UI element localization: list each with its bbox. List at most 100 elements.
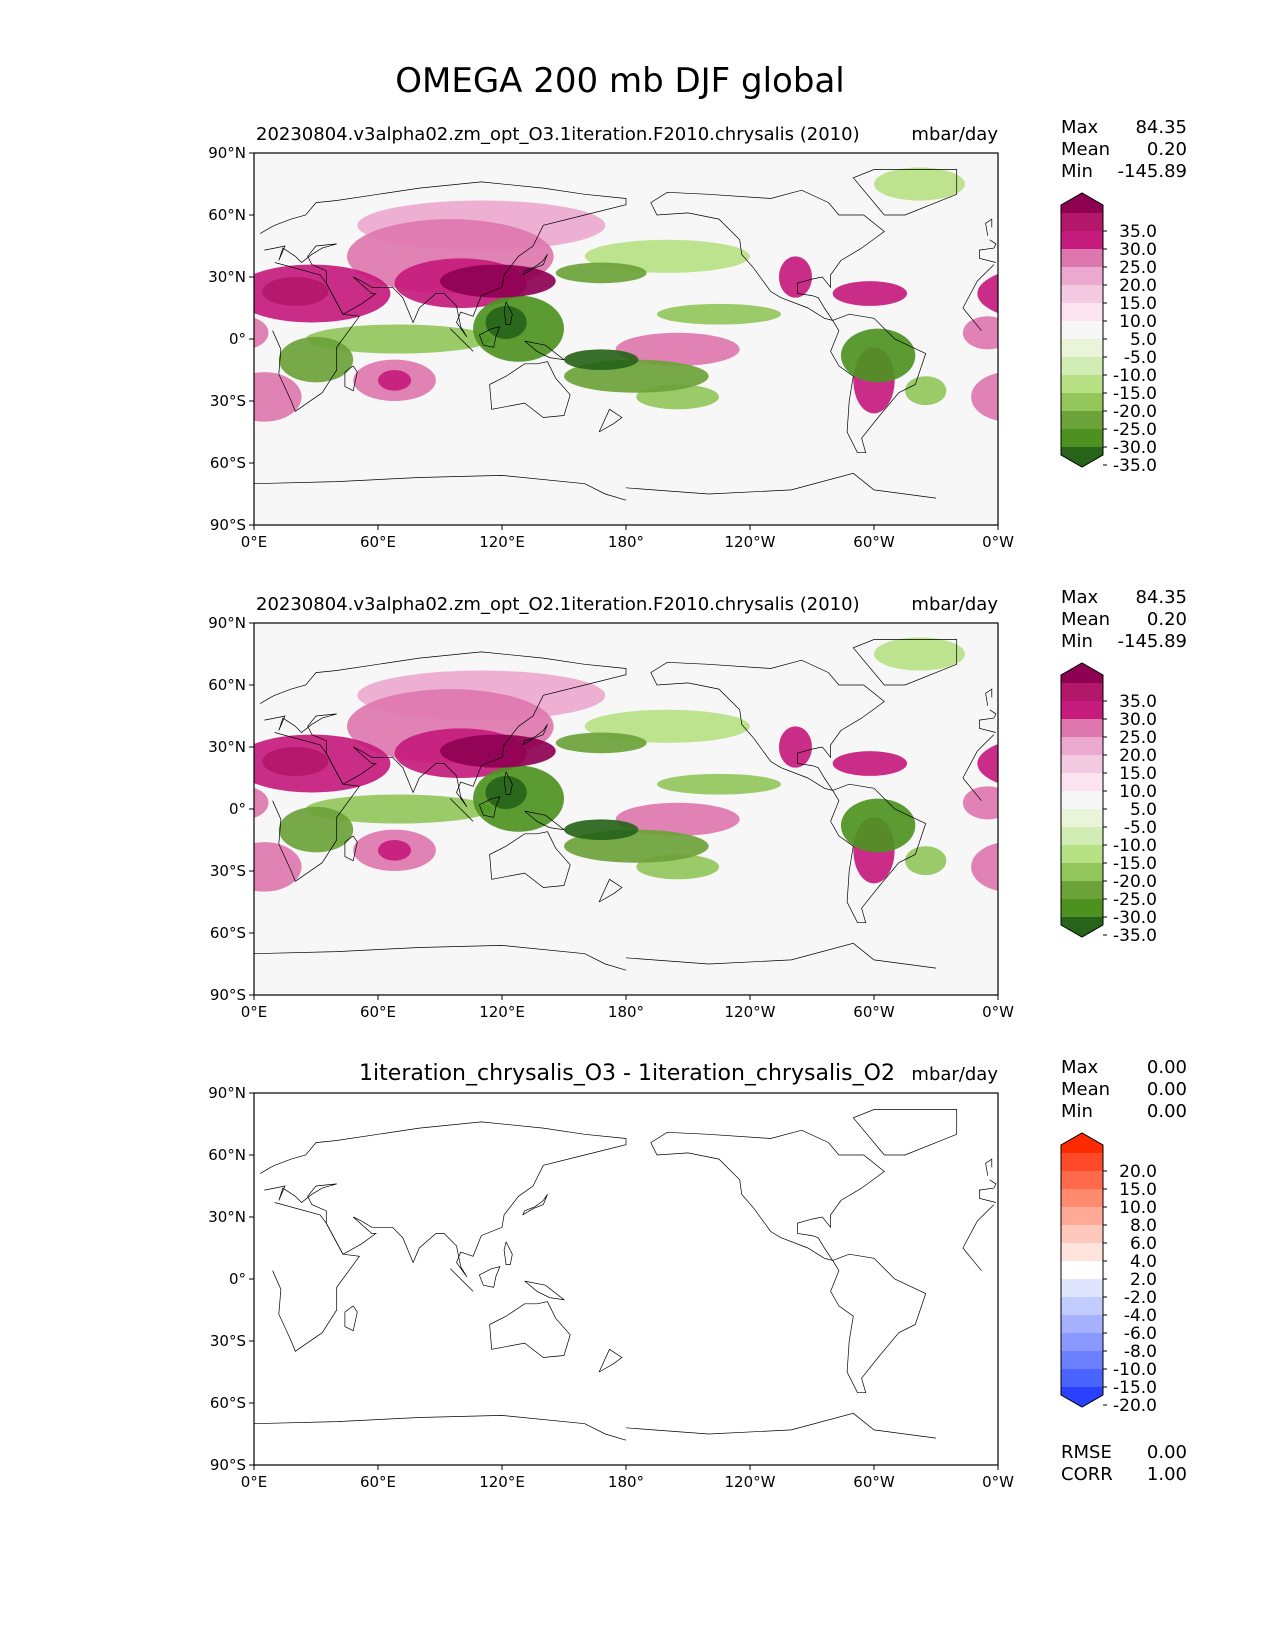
colorbar-swatch <box>1061 881 1103 900</box>
colorbar-label: 30.0 <box>1119 240 1157 260</box>
contour-region <box>874 167 965 201</box>
colorbar-label: 15.0 <box>1119 294 1157 314</box>
colorbar-label: -2.0 <box>1124 1288 1157 1308</box>
colorbar-swatch <box>1061 737 1103 756</box>
colorbar-label: 4.0 <box>1130 1252 1157 1272</box>
contour-region <box>840 328 916 383</box>
colorbar-swatch <box>1061 231 1103 250</box>
coastlines <box>254 169 997 501</box>
colorbar-swatch <box>1061 339 1103 358</box>
colorbar-swatch <box>1061 1225 1103 1244</box>
stat-label: Max <box>1061 587 1099 608</box>
colorbar-swatch <box>1061 773 1103 792</box>
contour-region <box>109 817 150 883</box>
y-tick-label: 0° <box>229 330 246 348</box>
contour-region <box>1184 265 1275 298</box>
colorbar-swatch <box>1061 1171 1103 1190</box>
test-panel: 0°E 60°E 120°E 180° 120°W 60°W 0°W 90°N 60°N 30°N… <box>0 117 1275 551</box>
coastline <box>598 878 623 903</box>
contour-region <box>161 846 202 875</box>
coastline <box>503 301 513 325</box>
map-background <box>254 1093 998 1465</box>
coastline <box>524 810 566 831</box>
colorbar-swatch <box>1061 1369 1103 1388</box>
stat-value: 0.20 <box>1147 609 1187 630</box>
colorbar-label: 25.0 <box>1119 258 1157 278</box>
contour-region <box>254 842 302 892</box>
y-tick-label: 90°S <box>210 516 246 534</box>
stat-value: 84.35 <box>1135 117 1187 138</box>
coastline <box>344 365 358 392</box>
y-tick-label: 60°N <box>208 676 246 694</box>
stat-label: Max <box>1061 1057 1099 1078</box>
contour-region <box>0 774 37 795</box>
x-tick-label: 60°W <box>853 1003 895 1021</box>
x-tick-label: 0°W <box>982 533 1014 551</box>
coastline <box>830 313 927 454</box>
coastline <box>489 831 571 888</box>
colorbar-swatch <box>1061 863 1103 882</box>
coastline <box>522 724 548 746</box>
colorbar-swatch <box>1061 899 1103 918</box>
colorbar-label: -10.0 <box>1113 366 1157 386</box>
colorbar-swatch <box>1061 719 1103 738</box>
contour-region <box>971 373 998 421</box>
x-tick-label: 120°W <box>725 1003 776 1021</box>
colorbar-label: -25.0 <box>1113 420 1157 440</box>
contour-region <box>0 304 37 325</box>
coastline <box>503 1241 513 1265</box>
contour-region <box>35 256 68 297</box>
stat-label: Min <box>1061 161 1093 182</box>
contour-region <box>1217 766 1275 832</box>
stat-label: Mean <box>1061 139 1110 160</box>
x-tick-label: 120°W <box>725 1473 776 1491</box>
coastlines <box>254 1109 997 1441</box>
contour-region <box>905 846 947 876</box>
coastline <box>254 472 937 501</box>
contour-region <box>278 336 354 383</box>
colorbar-label: 10.0 <box>1119 782 1157 802</box>
coastline <box>450 1268 474 1292</box>
colorbar-label: -20.0 <box>1113 1396 1157 1416</box>
contour-region <box>657 303 781 325</box>
x-tick-label: 0°E <box>241 533 268 551</box>
y-tick-label: 90°N <box>208 1084 246 1102</box>
metric-value: 0.00 <box>1147 1442 1187 1463</box>
coastline <box>254 942 937 971</box>
contour-region <box>130 637 221 670</box>
colorbar-label: -25.0 <box>1113 890 1157 910</box>
y-tick-label: 0° <box>229 800 246 818</box>
colorbar: 35.030.025.020.015.010.05.0-5.0-10.0-15.… <box>1060 662 1157 946</box>
y-tick-label: 60°S <box>210 454 246 472</box>
contour-region <box>378 840 412 861</box>
x-tick-label: 0°W <box>982 1003 1014 1021</box>
contour-region <box>1229 306 1270 339</box>
colorbar-swatch <box>1061 809 1103 828</box>
coastline <box>522 254 548 276</box>
metric-label: CORR <box>1061 1464 1113 1485</box>
contour-region <box>262 747 329 776</box>
contour-region <box>657 773 781 795</box>
coastline <box>650 1129 885 1261</box>
colorbar-label: -35.0 <box>1113 456 1157 476</box>
colorbar-extend-min <box>1061 1387 1103 1407</box>
y-tick-label: 60°S <box>210 924 246 942</box>
coastline <box>260 1121 997 1278</box>
colorbar-swatch <box>1061 1207 1103 1226</box>
contour-region <box>977 743 998 784</box>
coastline <box>852 639 958 686</box>
x-tick-label: 180° <box>608 533 644 551</box>
colorbar-label: 20.0 <box>1119 746 1157 766</box>
stat-value: -145.89 <box>1118 631 1187 652</box>
contour-region <box>305 324 492 354</box>
contour-region <box>1139 258 1271 308</box>
contour-region <box>0 710 6 743</box>
y-tick-label: 30°N <box>208 738 246 756</box>
colorbar-swatch <box>1061 393 1103 412</box>
colorbar-swatch <box>1061 375 1103 394</box>
stat-value: 84.35 <box>1135 587 1187 608</box>
colorbar-swatch <box>1061 1153 1103 1172</box>
colorbar-label: -15.0 <box>1113 854 1157 874</box>
colorbar-swatch <box>1061 285 1103 304</box>
coastline <box>985 688 993 706</box>
